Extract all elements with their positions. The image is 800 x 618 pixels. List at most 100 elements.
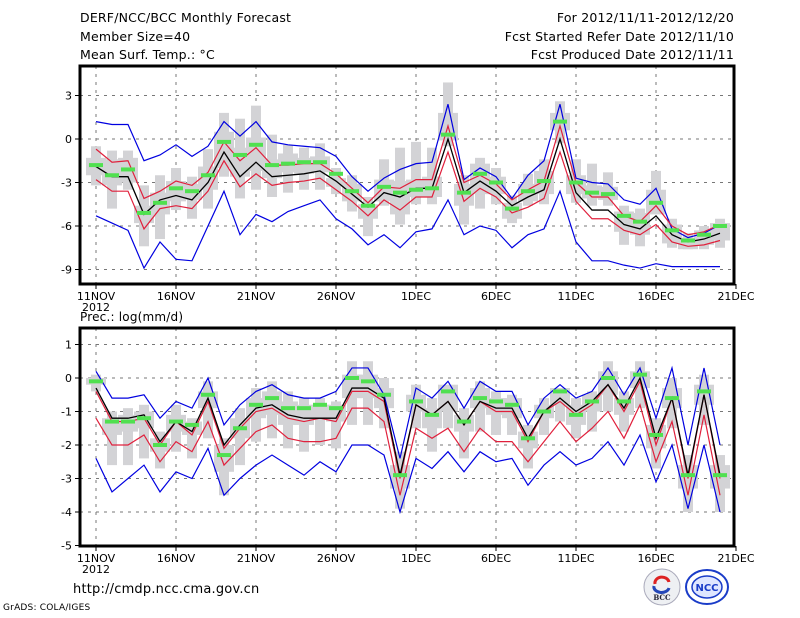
temp-marker <box>153 200 167 205</box>
temp-marker <box>105 173 119 178</box>
temp-marker <box>457 190 471 195</box>
temp-marker <box>121 167 135 172</box>
temp-plot-frame <box>78 64 736 286</box>
precip-marker <box>553 389 567 394</box>
temp-marker <box>505 206 519 211</box>
precip-ytick-label: -5 <box>61 540 72 553</box>
temp-marker <box>89 163 103 168</box>
precip-marker <box>633 372 647 377</box>
precip-marker <box>121 419 135 424</box>
temp-marker <box>617 213 631 218</box>
temp-marker <box>697 232 711 237</box>
precip-marker <box>425 412 439 417</box>
precip-marker <box>441 389 455 394</box>
precip-range-box <box>203 381 213 439</box>
temp-marker <box>393 190 407 195</box>
precip-ensemble-mean-line <box>95 376 721 476</box>
precip-marker <box>697 389 711 394</box>
precip-xtick-label: 16NOV <box>157 552 196 565</box>
chart-title: DERF/NCC/BCC Monthly Forecast <box>80 10 292 25</box>
precip-range-box <box>139 404 149 459</box>
temp-range-box <box>587 163 597 206</box>
precip-marker <box>297 406 311 411</box>
precip-marker <box>361 379 375 384</box>
precip-xtick-year: 2012 <box>82 563 110 576</box>
precip-marker <box>569 412 583 417</box>
temp-marker <box>585 190 599 195</box>
temp-marker <box>633 219 647 224</box>
precip-marker <box>169 419 183 424</box>
temp-marker <box>185 189 199 194</box>
member-size-label: Member Size=40 <box>80 29 191 44</box>
temp-xtick-label: 16DEC <box>637 290 674 303</box>
forecast-produced-date: Fcst Produced Date 2012/11/11 <box>530 47 734 62</box>
precip-marker <box>457 419 471 424</box>
precip-range-box <box>299 398 309 452</box>
temp-quartile-box <box>326 178 346 187</box>
temp-marker <box>137 210 151 215</box>
precip-marker <box>601 376 615 380</box>
precip-marker <box>201 392 215 397</box>
precip-xtick-label: 21DEC <box>717 552 754 565</box>
temp-member-max-line <box>95 104 721 239</box>
temp-marker <box>649 200 663 205</box>
temp-quartile-box <box>102 159 122 186</box>
precip-ytick-label: -2 <box>61 439 72 452</box>
precip-marker <box>281 406 295 411</box>
precip-marker <box>665 396 679 401</box>
precip-spread-lower-line <box>95 403 721 496</box>
precip-range-box <box>315 398 325 445</box>
precip-marker <box>681 473 695 478</box>
precip-xtick-label: 6DEC <box>481 552 511 565</box>
precip-marker <box>377 392 391 397</box>
temp-xtick-label: 6DEC <box>481 290 511 303</box>
temperature-panel-title: Mean Surf. Temp.: °C <box>80 47 215 62</box>
temp-marker <box>553 119 567 124</box>
grads-credit: GrADS: COLA/IGES <box>3 603 91 613</box>
precip-member-max-line <box>95 365 721 459</box>
precip-marker <box>505 402 519 407</box>
temp-xtick-year: 2012 <box>82 301 110 314</box>
precip-marker <box>649 432 663 437</box>
temp-marker <box>665 228 679 233</box>
precip-marker <box>713 473 727 478</box>
temp-marker <box>313 160 327 165</box>
forecast-started-date: Fcst Started Refer Date 2012/11/10 <box>504 29 734 44</box>
temp-ensemble-mean-line <box>95 136 721 243</box>
precip-marker <box>185 422 199 427</box>
temp-xtick-label: 21DEC <box>717 290 754 303</box>
ncc-logo-text: NCC <box>695 583 718 594</box>
temp-ytick-label: 3 <box>65 90 72 103</box>
temp-xtick-label: 1DEC <box>401 290 431 303</box>
precip-xtick-label: 16DEC <box>637 552 674 565</box>
temp-ytick-label: 0 <box>65 133 72 146</box>
precip-marker <box>345 376 359 380</box>
temp-member-min-line <box>95 189 720 270</box>
temp-marker <box>377 184 391 189</box>
precip-ytick-label: -4 <box>61 506 72 519</box>
source-url[interactable]: http://cmdp.ncc.cma.gov.cn <box>73 582 260 597</box>
temp-xtick-label: 21NOV <box>237 290 276 303</box>
temp-marker <box>681 238 695 243</box>
temp-range-box <box>411 141 421 205</box>
precip-marker <box>585 399 599 404</box>
precip-marker <box>313 402 327 407</box>
precip-ytick-label: 0 <box>65 372 72 385</box>
precip-quartile-box <box>310 404 330 419</box>
precip-xtick-label: 11DEC <box>557 552 594 565</box>
precip-ytick-label: -3 <box>61 473 72 486</box>
precip-range-box <box>123 408 133 466</box>
temp-marker <box>201 173 215 178</box>
ncc-logo: NCC <box>684 569 730 605</box>
temp-marker <box>713 224 727 228</box>
precip-range-box <box>459 408 469 459</box>
precip-quartile-box <box>342 374 362 399</box>
precip-marker <box>521 436 535 441</box>
temp-marker <box>537 179 551 184</box>
precip-marker <box>393 473 407 478</box>
precip-marker <box>105 419 119 424</box>
temp-marker <box>265 163 279 168</box>
bcc-logo-text: BCC <box>653 593 671 602</box>
temp-marker <box>361 203 375 208</box>
precip-range-box <box>107 411 117 466</box>
